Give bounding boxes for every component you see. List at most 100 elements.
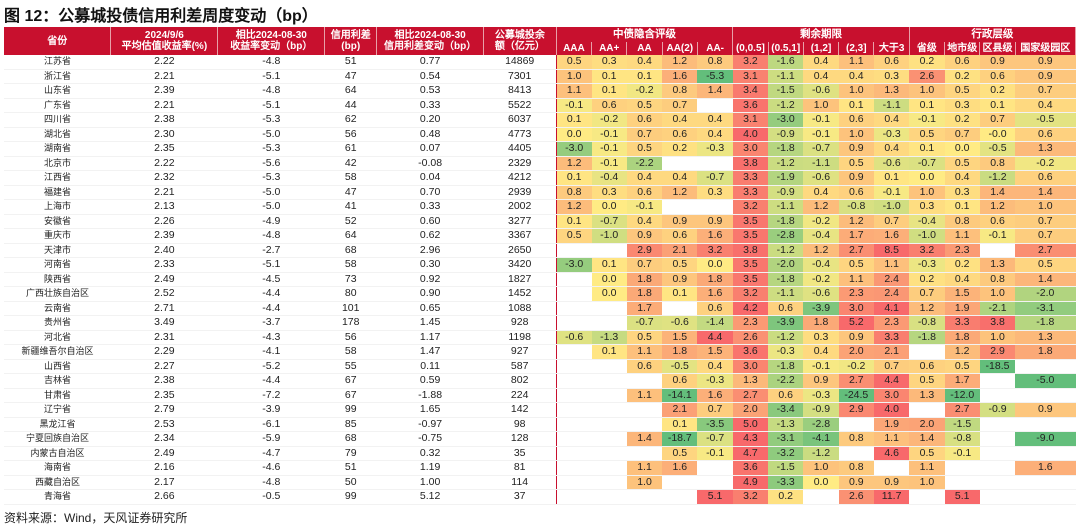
yield-cell: 2.22	[110, 55, 218, 70]
province-cell: 西藏自治区	[4, 475, 111, 490]
admin-cell: -2.0	[1015, 286, 1076, 302]
admin-cell: -1.2	[979, 170, 1016, 186]
balance-cell: 6037	[483, 112, 557, 128]
admin-cell: 2.0	[909, 417, 945, 432]
rating-cell: 4.4	[697, 330, 733, 345]
admin-cell: -0.9	[979, 402, 1016, 418]
term-cell: 1.0	[838, 127, 874, 142]
balance-cell: 3367	[483, 228, 557, 244]
table-row: 吉林省 2.38 -4.4 67 0.59 802 0.6 -0.3 1.3 -2.2 0.9 2.7…	[4, 373, 1076, 389]
yield-change-cell: -4.8	[217, 83, 325, 99]
rating-cell: 1.1	[626, 344, 663, 360]
term-cell: -2.8	[803, 417, 839, 432]
rating-cell	[555, 402, 592, 418]
admin-cell: 0.3	[944, 185, 980, 200]
admin-cell: -3.1	[1015, 301, 1076, 316]
spread-change-cell: 0.33	[376, 199, 484, 215]
term-cell: 1.2	[838, 214, 874, 229]
admin-cell	[909, 344, 945, 360]
term-cell: -0.2	[838, 359, 874, 374]
rating-cell: 0.0	[697, 257, 733, 273]
spread-cell: 68	[324, 431, 377, 447]
spread-change-cell: 0.90	[376, 286, 484, 302]
spread-change-cell: 0.11	[376, 359, 484, 374]
term-cell: 3.0	[873, 388, 910, 403]
rating-cell: 0.1	[591, 69, 627, 84]
term-cell: 0.7	[873, 359, 910, 374]
table-row: 西藏自治区 2.17 -4.8 50 1.00 114 1.0 4.9 -3.3 0.0 0.9 0.…	[4, 475, 1076, 490]
term-cell: 3.5	[732, 228, 769, 244]
spread-cell: 50	[324, 475, 377, 490]
admin-cell	[1015, 489, 1076, 505]
term-cell: 0.5	[838, 156, 874, 171]
spread-cell: 101	[324, 301, 377, 316]
spread-cell: 55	[324, 359, 377, 374]
rating-cell	[662, 156, 698, 171]
term-cell: 3.3	[732, 170, 769, 186]
term-cell: -0.6	[873, 156, 910, 171]
term-cell: -0.8	[838, 199, 874, 215]
table-row: 重庆市 2.39 -4.8 64 0.62 3367 0.5 -1.0 0.9 0.6 1.6 3.5…	[4, 228, 1076, 244]
term-cell: 1.3	[873, 83, 910, 99]
admin-cell: 0.5	[909, 373, 945, 389]
province-cell: 四川省	[4, 112, 111, 128]
admin-cell: 3.8	[979, 315, 1016, 331]
rating-cell: -3.0	[555, 257, 592, 273]
term-cell	[838, 417, 874, 432]
admin-cell: 0.6	[979, 69, 1016, 84]
term-cell: -1.5	[768, 83, 804, 99]
admin-cell: -1.5	[944, 417, 980, 432]
admin-cell: 1.4	[1015, 185, 1076, 200]
admin-cell	[1015, 475, 1076, 490]
header-spread: 信用利差 (bp)	[324, 27, 378, 55]
admin-cell: 0.3	[944, 98, 980, 113]
term-cell: -1.2	[768, 156, 804, 171]
term-cell: 1.8	[803, 315, 839, 331]
admin-cell	[979, 489, 1016, 505]
term-cell: 0.6	[768, 388, 804, 403]
term-cell: 0.6	[838, 185, 874, 200]
rating-cell	[697, 98, 733, 113]
rating-cell	[555, 286, 592, 302]
term-cell: -1.8	[768, 214, 804, 229]
admin-col-header: 省级	[909, 42, 946, 55]
term-cell: -0.3	[803, 388, 839, 403]
rating-cell	[555, 446, 592, 461]
rating-cell: -0.1	[697, 446, 733, 461]
rating-cell: 1.6	[662, 69, 698, 84]
rating-cell: 0.1	[626, 69, 663, 84]
rating-cell	[697, 199, 733, 215]
spread-cell: 178	[324, 315, 377, 331]
spread-cell: 58	[324, 344, 377, 360]
spread-change-cell: 0.92	[376, 272, 484, 287]
province-cell: 江苏省	[4, 55, 111, 70]
rating-cell: 0.1	[591, 83, 627, 99]
term-cell: 0.4	[873, 141, 910, 157]
rating-cell: 1.6	[697, 286, 733, 302]
province-cell: 贵州省	[4, 315, 111, 331]
term-cell: 3.5	[732, 272, 769, 287]
yield-change-cell: -3.9	[217, 402, 325, 418]
table-row: 安徽省 2.26 -4.9 52 0.60 3277 0.1 -0.7 0.4 0.9 0.9 3.5…	[4, 214, 1076, 229]
yield-change-cell: -5.3	[217, 170, 325, 186]
rating-cell: 0.0	[591, 199, 627, 215]
term-col-header: 大于3	[873, 42, 910, 55]
rating-cell	[697, 156, 733, 171]
yield-change-cell: -4.8	[217, 55, 325, 70]
term-cell: 2.1	[873, 344, 910, 360]
admin-cell: 0.7	[1015, 228, 1076, 244]
term-cell: -0.9	[768, 127, 804, 142]
term-cell: 0.4	[803, 185, 839, 200]
table-row: 黑龙江省 2.53 -6.1 85 -0.97 98 0.1 -3.5 5.0 -1.3 -2.8 1…	[4, 417, 1076, 432]
rating-cell: -0.3	[697, 373, 733, 389]
yield-cell: 2.49	[110, 272, 218, 287]
admin-cell: 0.6	[909, 359, 945, 374]
term-cell: 0.6	[768, 301, 804, 316]
admin-cell	[944, 460, 980, 476]
admin-cell: 1.3	[909, 388, 945, 403]
term-cell: 0.9	[838, 170, 874, 186]
admin-cell: 0.4	[1015, 98, 1076, 113]
yield-cell: 2.17	[110, 475, 218, 490]
term-cell: -1.2	[768, 98, 804, 113]
yield-change-cell: -4.8	[217, 228, 325, 244]
